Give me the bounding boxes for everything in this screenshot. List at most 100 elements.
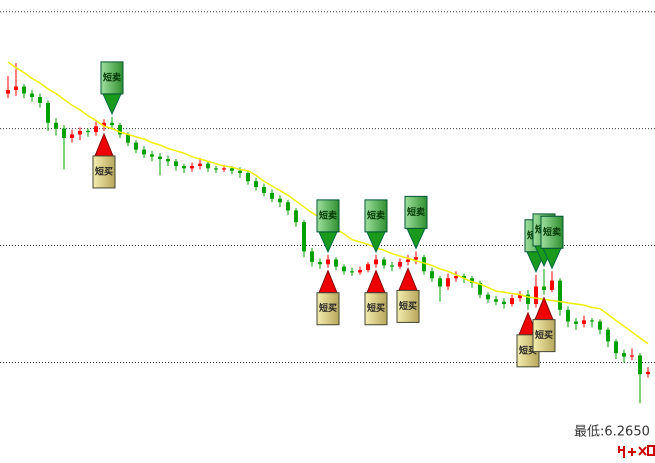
sell-label: 短卖 bbox=[367, 209, 385, 221]
candle-body bbox=[246, 173, 250, 182]
candle-body bbox=[102, 122, 106, 127]
candle-body bbox=[574, 321, 578, 324]
signal-sell: 短卖 bbox=[540, 215, 564, 270]
buy-label: 短买 bbox=[95, 165, 113, 177]
sell-box bbox=[364, 199, 388, 233]
candle-body bbox=[150, 154, 154, 157]
signal-buy: 短买 bbox=[532, 296, 556, 353]
candle-body bbox=[126, 134, 130, 143]
candle-body bbox=[198, 163, 202, 167]
candle-body bbox=[438, 278, 442, 287]
candle-body bbox=[134, 142, 138, 150]
candle-body bbox=[550, 280, 554, 290]
signal-sell: 短卖 bbox=[100, 61, 124, 116]
buy-label: 短买 bbox=[399, 300, 417, 312]
candle-body bbox=[638, 355, 642, 375]
candle-body bbox=[358, 270, 362, 273]
candle-body bbox=[166, 159, 170, 162]
sell-label: 短卖 bbox=[319, 209, 337, 221]
candle-body bbox=[254, 181, 258, 188]
candle-body bbox=[326, 259, 330, 265]
sell-arrow bbox=[406, 227, 426, 250]
buy-label: 短买 bbox=[367, 302, 385, 314]
candle-body bbox=[414, 257, 418, 260]
buy-box bbox=[316, 292, 340, 326]
candle-body bbox=[510, 298, 514, 304]
buy-arrow bbox=[398, 267, 418, 291]
sell-label: 短卖 bbox=[543, 226, 561, 238]
sell-box bbox=[540, 215, 564, 249]
candle-body bbox=[46, 102, 50, 123]
sell-box bbox=[316, 199, 340, 233]
candle-body bbox=[614, 341, 618, 354]
plot bbox=[6, 61, 650, 404]
sell-arrow bbox=[366, 231, 386, 254]
buy-box bbox=[92, 155, 116, 189]
candle-body bbox=[62, 128, 66, 138]
candle-body bbox=[486, 294, 490, 300]
candle-body bbox=[382, 259, 386, 266]
toolbar[interactable] bbox=[618, 445, 655, 458]
candle-body bbox=[6, 90, 10, 94]
sell-label: 短卖 bbox=[103, 71, 121, 83]
buy-box bbox=[396, 289, 420, 323]
icon-plus[interactable] bbox=[628, 448, 636, 456]
buy-box bbox=[532, 319, 556, 353]
candle-body bbox=[350, 271, 354, 273]
signal-buy: 短买 bbox=[364, 269, 388, 326]
buy-label: 短买 bbox=[535, 329, 553, 341]
sell-arrow bbox=[102, 93, 122, 116]
candle-body bbox=[302, 222, 306, 252]
candle-body bbox=[318, 261, 322, 265]
candle-body bbox=[14, 86, 18, 91]
candle-body bbox=[94, 126, 98, 133]
candle-body bbox=[630, 355, 634, 357]
candle-body bbox=[262, 187, 266, 193]
candle-body bbox=[454, 275, 458, 279]
candle-body bbox=[222, 168, 226, 170]
candle-body bbox=[214, 168, 218, 170]
signals: 短卖短卖短卖短卖短卖短卖短卖短买短买短买短买短买短买 bbox=[92, 61, 564, 368]
signal-sell: 短卖 bbox=[316, 199, 340, 254]
candle-body bbox=[182, 166, 186, 169]
candle-body bbox=[286, 202, 290, 211]
candle-body bbox=[622, 353, 626, 357]
candle-body bbox=[406, 259, 410, 262]
candle-body bbox=[534, 286, 538, 304]
candle-body bbox=[70, 134, 74, 138]
signal-sell: 短卖 bbox=[364, 199, 388, 254]
candle-body bbox=[278, 198, 282, 203]
candle-body bbox=[190, 166, 194, 169]
candle-body bbox=[38, 97, 42, 103]
candle-body bbox=[22, 86, 26, 94]
icon-window[interactable] bbox=[647, 445, 655, 456]
candle-body bbox=[110, 122, 114, 126]
candle-body bbox=[366, 264, 370, 271]
candle-body bbox=[294, 210, 298, 223]
signal-buy: 短买 bbox=[396, 267, 420, 323]
candle-body bbox=[606, 329, 610, 342]
icon-close[interactable] bbox=[638, 446, 647, 456]
candle-body bbox=[78, 130, 82, 135]
icon-tool[interactable] bbox=[618, 446, 625, 458]
buy-arrow bbox=[366, 269, 386, 294]
candle-body bbox=[54, 122, 58, 129]
candle-body bbox=[502, 301, 506, 304]
candle-body bbox=[646, 371, 650, 375]
candle-body bbox=[342, 266, 346, 272]
buy-arrow bbox=[94, 132, 114, 157]
candle-body bbox=[590, 320, 594, 322]
candle-body bbox=[478, 282, 482, 295]
candle-body bbox=[470, 278, 474, 283]
candle-body bbox=[230, 168, 234, 171]
candle-body bbox=[582, 320, 586, 324]
candle-body bbox=[334, 259, 338, 267]
candle-body bbox=[398, 261, 402, 267]
candle-body bbox=[430, 271, 434, 279]
candle-body bbox=[374, 259, 378, 265]
candle-body bbox=[542, 286, 546, 290]
buy-box bbox=[364, 292, 388, 326]
candle-body bbox=[310, 251, 314, 262]
candle-body bbox=[518, 294, 522, 299]
